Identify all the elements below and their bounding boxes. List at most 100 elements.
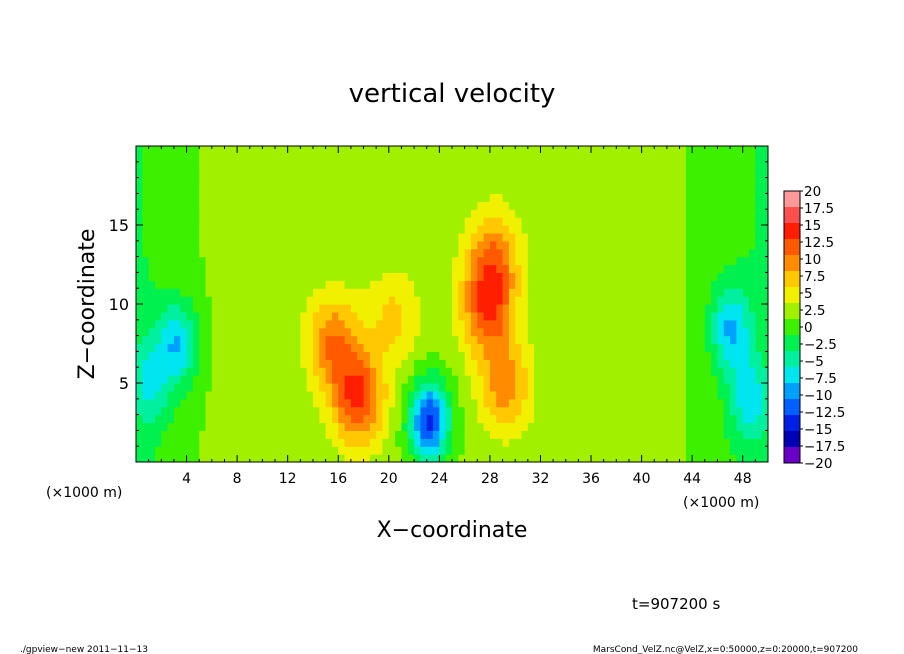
heatmap-cell: [578, 438, 586, 447]
heatmap-cell: [679, 430, 687, 439]
heatmap-cell: [395, 209, 403, 218]
heatmap-cell: [414, 414, 421, 424]
heatmap-cell: [420, 367, 428, 376]
heatmap-cell: [534, 406, 542, 416]
heatmap-cell: [205, 335, 213, 345]
heatmap-cell: [458, 406, 466, 416]
heatmap-cell: [616, 430, 624, 439]
heatmap-cell: [736, 161, 744, 171]
heatmap-cell: [224, 304, 232, 313]
heatmap-cell: [584, 446, 592, 455]
heatmap-cell: [521, 264, 529, 273]
heatmap-cell: [180, 209, 188, 218]
heatmap-cell: [363, 185, 371, 194]
heatmap-cell: [369, 351, 377, 360]
heatmap-cell: [610, 169, 617, 179]
heatmap-cell: [515, 406, 523, 416]
heatmap-cell: [736, 414, 744, 424]
colorbar-label: 17.5: [804, 201, 834, 217]
heatmap-cell: [439, 438, 447, 447]
heatmap-cell: [186, 414, 194, 424]
heatmap-cell: [610, 248, 617, 258]
heatmap-cell: [230, 446, 238, 455]
heatmap-cell: [388, 240, 396, 250]
heatmap-cell: [698, 367, 706, 376]
heatmap-cell: [338, 153, 346, 163]
heatmap-cell: [180, 146, 188, 155]
heatmap-cell: [584, 240, 592, 250]
heatmap-cell: [173, 225, 181, 234]
heatmap-cell: [306, 153, 314, 163]
heatmap-cell: [603, 225, 611, 234]
heatmap-cell: [578, 185, 586, 194]
heatmap-cell: [711, 335, 719, 345]
heatmap-cell: [597, 209, 605, 218]
heatmap-cell: [584, 343, 592, 352]
heatmap-cell: [192, 438, 200, 447]
heatmap-cell: [742, 430, 750, 439]
heatmap-cell: [553, 209, 561, 218]
colorbar-label: 0: [804, 320, 813, 336]
heatmap-cell: [262, 153, 270, 163]
heatmap-cell: [401, 225, 409, 234]
heatmap-cell: [388, 367, 396, 376]
heatmap-cell: [730, 367, 737, 376]
heatmap-cell: [312, 390, 320, 400]
heatmap-cell: [572, 335, 579, 345]
heatmap-cell: [679, 177, 687, 187]
heatmap-cell: [761, 225, 768, 234]
heatmap-cell: [369, 201, 377, 210]
heatmap-cell: [350, 240, 358, 250]
heatmap-cell: [325, 272, 333, 281]
heatmap-cell: [723, 217, 731, 226]
heatmap-cell: [142, 240, 150, 250]
heatmap-cell: [749, 390, 756, 400]
heatmap-cell: [167, 288, 175, 297]
heatmap-cell: [224, 406, 232, 416]
heatmap-cell: [312, 193, 320, 202]
heatmap-cell: [540, 153, 548, 163]
heatmap-cell: [445, 256, 453, 266]
heatmap-cell: [489, 232, 497, 242]
heatmap-cell: [376, 375, 384, 384]
heatmap-cell: [268, 256, 276, 266]
heatmap-cell: [382, 201, 390, 210]
heatmap-cell: [338, 359, 346, 368]
heatmap-cell: [452, 296, 459, 305]
heatmap-cell: [654, 375, 662, 384]
heatmap-cell: [452, 304, 459, 313]
heatmap-cell: [350, 256, 358, 266]
heatmap-cell: [591, 185, 598, 194]
heatmap-cell: [458, 185, 466, 194]
heatmap-cell: [420, 201, 428, 210]
heatmap-cell: [388, 304, 396, 313]
heatmap-cell: [679, 232, 687, 242]
heatmap-cell: [180, 359, 188, 368]
heatmap-cell: [508, 146, 516, 155]
heatmap-cell: [470, 446, 478, 455]
heatmap-cell: [167, 430, 175, 439]
heatmap-cell: [458, 296, 466, 305]
heatmap-cell: [508, 288, 516, 297]
heatmap-cell: [148, 161, 156, 171]
heatmap-cell: [591, 319, 598, 329]
heatmap-cell: [237, 406, 245, 416]
heatmap-cell: [502, 335, 510, 345]
heatmap-cell: [439, 240, 447, 250]
x-unit-right: (×1000 m): [683, 495, 759, 511]
heatmap-cell: [761, 288, 768, 297]
heatmap-cell: [578, 390, 586, 400]
heatmap-cell: [401, 319, 409, 329]
heatmap-cell: [698, 304, 706, 313]
heatmap-cell: [281, 146, 289, 155]
heatmap-cell: [211, 422, 219, 431]
heatmap-cell: [761, 343, 768, 352]
heatmap-cell: [717, 367, 725, 376]
heatmap-cell: [749, 288, 756, 297]
heatmap-cell: [660, 146, 668, 155]
heatmap-cell: [742, 406, 750, 416]
heatmap-cell: [452, 201, 459, 210]
heatmap-cell: [344, 146, 352, 155]
heatmap-cell: [527, 351, 535, 360]
